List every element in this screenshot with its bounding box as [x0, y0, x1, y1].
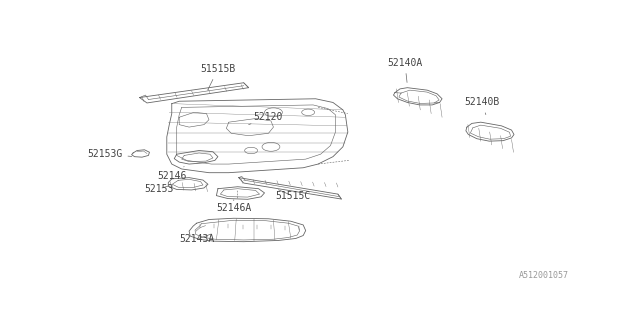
Text: 51515B: 51515B [200, 64, 236, 90]
Text: 52153: 52153 [145, 184, 174, 194]
Text: 52146A: 52146A [216, 200, 252, 213]
Text: 52140B: 52140B [464, 98, 499, 115]
Text: 52140A: 52140A [387, 58, 422, 83]
Text: A512001057: A512001057 [518, 271, 568, 280]
Text: 52120: 52120 [249, 112, 283, 124]
Text: 51515C: 51515C [276, 190, 311, 201]
Text: 52146: 52146 [157, 166, 186, 181]
Text: 52153G: 52153G [87, 149, 132, 159]
Text: 52143A: 52143A [179, 234, 214, 244]
